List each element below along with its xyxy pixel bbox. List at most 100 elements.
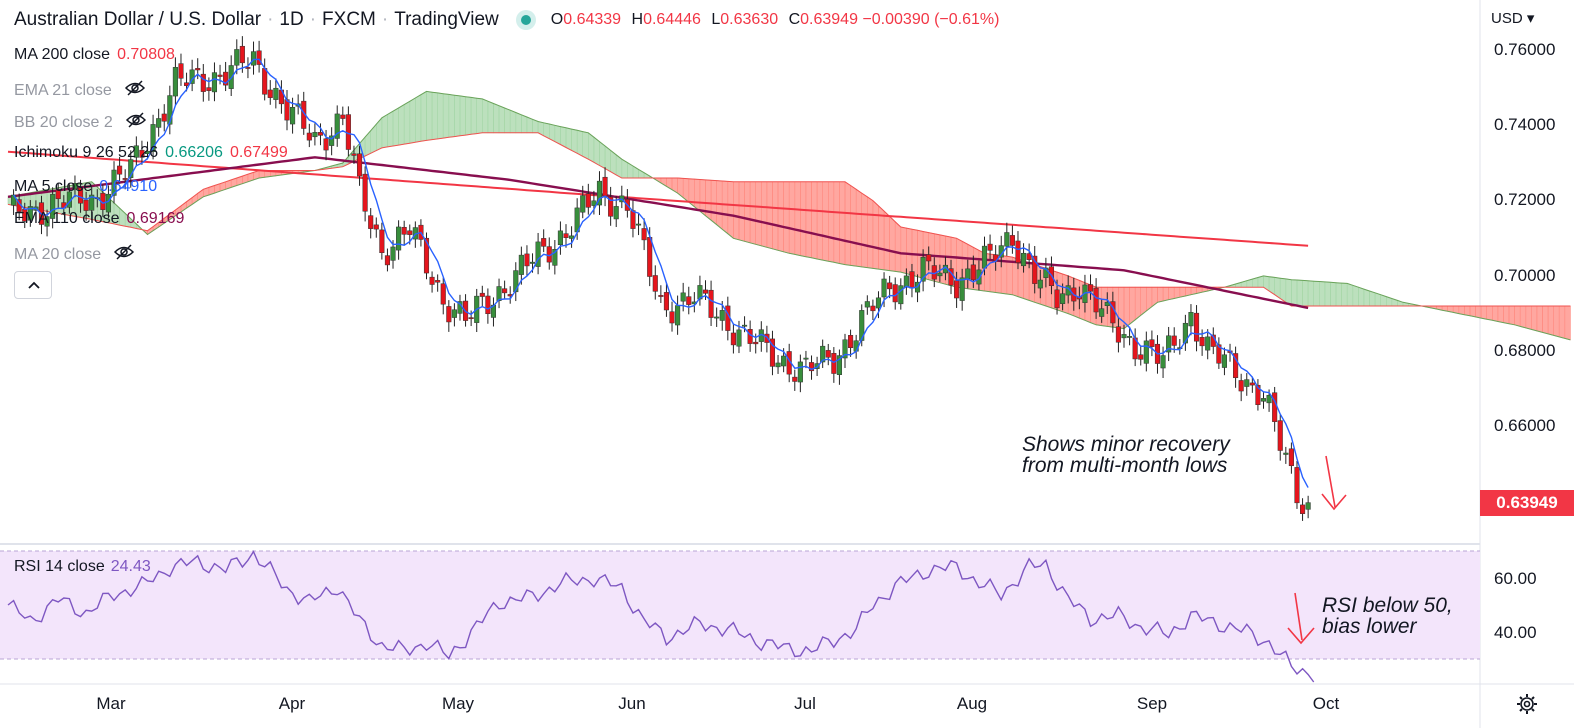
candle-body — [435, 280, 441, 283]
candle-body — [150, 124, 156, 152]
time-tick-label: Aug — [956, 694, 988, 713]
ichimoku-cloud-segment — [827, 181, 835, 263]
candle-body — [156, 118, 162, 128]
ichimoku-cloud-segment — [800, 181, 807, 258]
candle-body — [111, 169, 117, 196]
eye-off-icon[interactable] — [125, 111, 147, 134]
ichimoku-cloud-segment — [1486, 305, 1493, 321]
settings-gear-icon[interactable] — [1516, 693, 1538, 715]
candle-body — [485, 295, 491, 315]
candle-body — [976, 269, 982, 285]
eye-off-icon[interactable] — [124, 79, 146, 102]
ichimoku-cloud-segment — [1346, 282, 1354, 307]
candle-body — [446, 306, 452, 323]
candle-body — [1244, 379, 1250, 387]
candle-body — [608, 196, 614, 217]
ichimoku-cloud-segment — [894, 221, 902, 273]
interval-label[interactable]: 1D — [279, 9, 304, 30]
ema110-value: 0.69169 — [126, 210, 185, 227]
ichimoku-cloud-segment — [481, 98, 489, 134]
candle-body — [842, 339, 848, 359]
candle-body — [161, 113, 167, 122]
ichimoku-cloud-segment — [493, 103, 500, 134]
ichimoku-cloud-segment — [487, 100, 494, 134]
candle-body — [239, 45, 245, 64]
ichimoku-cloud-segment — [1118, 286, 1125, 329]
candle-body — [719, 310, 725, 321]
candle-body — [195, 68, 201, 71]
ichimoku-span-a-line — [7, 90, 1571, 341]
candle-body — [836, 355, 842, 375]
close-value: 0.63949 — [800, 11, 858, 28]
candle-body — [317, 132, 324, 136]
ichimoku-cloud-segment — [392, 107, 399, 147]
candle-body — [820, 345, 826, 363]
legend-ichimoku[interactable]: Ichimoku 9 26 52 26 0.66206 0.67499 — [14, 144, 288, 161]
candle-body — [663, 292, 669, 311]
currency-selector[interactable]: USD ▾ — [1491, 10, 1535, 27]
ichimoku-cloud-segment — [1157, 286, 1164, 303]
candle-body — [730, 332, 736, 346]
ichimoku-cloud-segment — [1023, 260, 1030, 301]
candle-body — [290, 106, 296, 125]
candle-body — [1037, 279, 1043, 289]
candle-body — [77, 187, 84, 204]
candle-body — [1249, 382, 1255, 386]
ichimoku-cloud-segment — [677, 177, 684, 199]
candle-body — [1149, 339, 1155, 347]
ichimoku-cloud-segment — [861, 192, 868, 268]
candle-body — [273, 87, 279, 100]
symbol-title[interactable]: Australian Dollar / U.S. Dollar — [14, 9, 262, 30]
legend-ema21[interactable]: EMA 21 close — [14, 79, 146, 102]
ichimoku-cloud-segment — [1519, 305, 1527, 329]
legend-ma20[interactable]: MA 20 close — [14, 243, 135, 266]
candle-body — [1182, 322, 1188, 344]
ma5-value: 0.64910 — [99, 178, 158, 195]
candle-body — [870, 305, 876, 312]
candle-body — [1015, 240, 1021, 263]
ichimoku-cloud-segment — [749, 181, 757, 245]
chevron-up-icon — [28, 281, 40, 289]
candle-body — [401, 226, 407, 235]
candle-body — [764, 333, 770, 343]
legend-rsi[interactable]: RSI 14 close 24.43 — [14, 558, 151, 575]
ichimoku-cloud-segment — [766, 181, 773, 250]
candle-body — [569, 235, 575, 239]
time-tick-label: Oct — [1312, 694, 1340, 713]
candle-body — [591, 200, 597, 206]
ichimoku-cloud-segment — [587, 132, 595, 163]
candle-body — [513, 270, 519, 293]
candle-body — [1093, 287, 1099, 313]
candle-body — [128, 159, 134, 178]
eye-off-icon[interactable] — [113, 243, 135, 266]
ichimoku-cloud-segment — [811, 181, 818, 260]
legend-ma5[interactable]: MA 5 close 0.64910 — [14, 178, 158, 195]
ichimoku-cloud-segment — [571, 128, 578, 154]
candle-body — [1277, 420, 1283, 451]
open-value: 0.64339 — [563, 11, 622, 28]
collapse-legend-button[interactable] — [14, 271, 52, 299]
current-price-label: 0.63949 — [1480, 490, 1574, 516]
candle-body — [1272, 392, 1278, 422]
ichimoku-cloud-segment — [733, 181, 740, 241]
candle-body — [909, 271, 915, 289]
candle-body — [1054, 289, 1060, 309]
candle-body — [1199, 337, 1205, 347]
legend-ma200[interactable]: MA 200 close 0.70808 — [14, 46, 175, 63]
price-tick-label: 0.70000 — [1494, 266, 1556, 285]
ichimoku-cloud-segment — [1296, 279, 1303, 307]
legend-bb[interactable]: BB 20 close 2 — [14, 111, 147, 134]
candle-body — [641, 228, 647, 241]
ichimoku-cloud-segment — [576, 129, 584, 157]
candle-body — [524, 253, 530, 267]
ichimoku-cloud-segment — [509, 109, 517, 134]
ichimoku-cloud-segment — [822, 181, 829, 262]
candle-body — [747, 329, 753, 344]
legend-ema110[interactable]: EMA 110 close 0.69169 — [14, 210, 185, 227]
candle-body — [245, 67, 251, 69]
candle-body — [1026, 253, 1032, 260]
candle-body — [1115, 326, 1121, 343]
candle-body — [1233, 353, 1239, 379]
